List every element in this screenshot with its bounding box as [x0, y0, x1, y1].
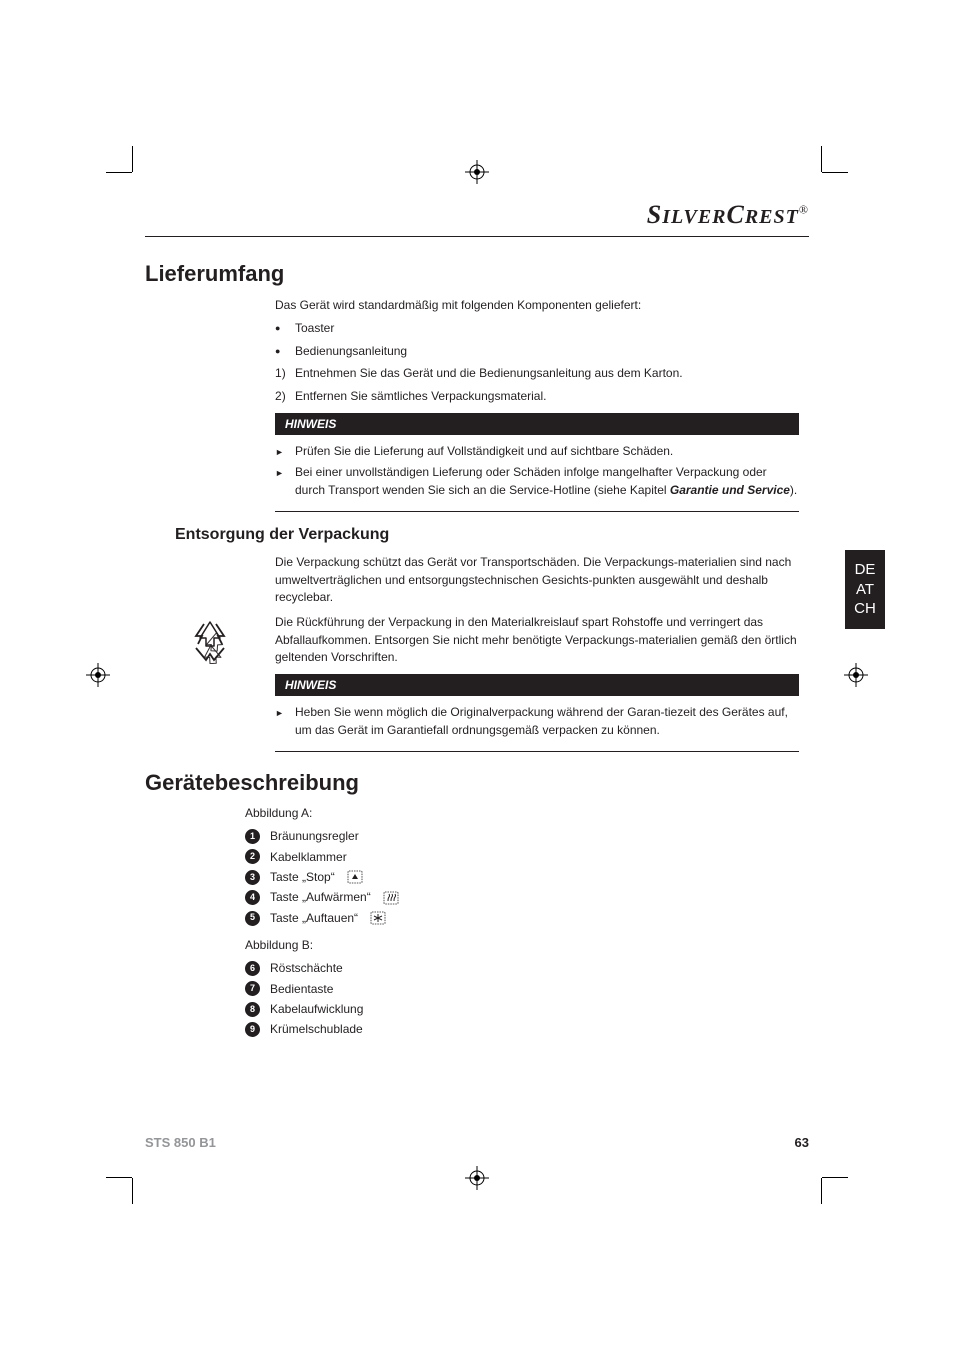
part-number: 8	[245, 1002, 260, 1017]
body-text: Die Verpackung schützt das Gerät vor Tra…	[275, 554, 799, 606]
recycle-row: Die Rückführung der Verpackung in den Ma…	[145, 614, 809, 666]
list-item: 4 Taste „Aufwärmen“	[245, 887, 809, 907]
part-label: Bedientaste	[270, 979, 333, 999]
list-item: 5 Taste „Auftauen“	[245, 908, 809, 928]
hinweis-box: HINWEIS Prüfen Sie die Lieferung auf Vol…	[275, 413, 799, 512]
list-item: 7 Bedientaste	[245, 979, 809, 999]
entsorgung-para1: Die Verpackung schützt das Gerät vor Tra…	[275, 554, 799, 606]
list-item: Entnehmen Sie das Gerät und die Bedienun…	[275, 365, 799, 382]
part-number: 2	[245, 849, 260, 864]
registration-mark-icon	[465, 160, 489, 184]
part-label: Bräunungsregler	[270, 826, 359, 846]
part-label: Kabelklammer	[270, 847, 347, 867]
part-label: Röstschächte	[270, 958, 343, 978]
crop-mark	[822, 1177, 848, 1178]
model-label: STS 850 B1	[145, 1135, 216, 1150]
part-label: Taste „Auftauen“	[270, 908, 358, 928]
part-label: Kabelaufwicklung	[270, 999, 363, 1019]
heading-lieferumfang: Lieferumfang	[145, 261, 809, 287]
registration-mark-icon	[86, 663, 110, 687]
crop-mark	[821, 146, 822, 172]
component-list: Toaster Bedienungsanleitung	[275, 320, 799, 360]
part-number: 3	[245, 870, 260, 885]
list-item: Bedienungsanleitung	[275, 343, 799, 360]
crop-mark	[106, 1177, 132, 1178]
part-number: 9	[245, 1022, 260, 1037]
part-number: 5	[245, 911, 260, 926]
parts-list-b: 6 Röstschächte 7 Bedientaste 8 Kabelaufwick…	[245, 958, 809, 1040]
page-content: SILVERCREST® DE AT CH Lieferumfang Das G…	[145, 200, 809, 1150]
registered-mark: ®	[799, 202, 809, 216]
hinweis-header: HINWEIS	[275, 413, 799, 435]
hinweis-item: Prüfen Sie die Lieferung auf Vollständig…	[275, 443, 799, 460]
step-list: Entnehmen Sie das Gerät und die Bedienun…	[275, 365, 799, 405]
abbildung-a-label: Abbildung A:	[245, 806, 809, 820]
lang-de: DE	[845, 560, 885, 580]
header-rule	[145, 236, 809, 237]
list-item: 2 Kabelklammer	[245, 847, 809, 867]
part-label: Krümelschublade	[270, 1019, 363, 1039]
list-item: Toaster	[275, 320, 799, 337]
crop-mark	[132, 146, 133, 172]
body-text: Die Rückführung der Verpackung in den Ma…	[275, 614, 799, 666]
lang-ch: CH	[845, 599, 885, 619]
hinweis-body: Heben Sie wenn möglich die Originalverpa…	[275, 696, 799, 752]
part-label: Taste „Stop“	[270, 867, 335, 887]
part-label: Taste „Aufwärmen“	[270, 887, 371, 907]
list-item: 3 Taste „Stop“	[245, 867, 809, 887]
registration-mark-icon	[844, 663, 868, 687]
recycle-text: Die Rückführung der Verpackung in den Ma…	[275, 614, 799, 666]
crop-mark	[106, 172, 132, 173]
language-tab: DE AT CH	[845, 550, 885, 629]
list-item: 6 Röstschächte	[245, 958, 809, 978]
crop-mark	[821, 1178, 822, 1204]
recycle-icon	[145, 614, 275, 666]
list-item: 1 Bräunungsregler	[245, 826, 809, 846]
hinweis-item: Bei einer unvollständigen Lieferung oder…	[275, 464, 799, 499]
heading-geraetebeschreibung: Gerätebeschreibung	[145, 770, 809, 796]
defrost-icon	[370, 911, 386, 925]
hinweis-body: Prüfen Sie die Lieferung auf Vollständig…	[275, 435, 799, 512]
list-item: Entfernen Sie sämtliches Verpackungsmate…	[275, 388, 799, 405]
part-number: 4	[245, 890, 260, 905]
part-number: 6	[245, 961, 260, 976]
part-number: 1	[245, 829, 260, 844]
hinweis-header: HINWEIS	[275, 674, 799, 696]
heading-entsorgung: Entsorgung der Verpackung	[175, 526, 809, 544]
reheat-icon	[383, 891, 399, 905]
parts-list-a: 1 Bräunungsregler 2 Kabelklammer 3 Taste „S…	[245, 826, 809, 928]
registration-mark-icon	[465, 1166, 489, 1190]
brand-logo: SILVERCREST®	[145, 200, 809, 230]
intro-text: Das Gerät wird standardmäßig mit folgend…	[275, 297, 799, 314]
crop-mark	[822, 172, 848, 173]
crop-mark	[132, 1178, 133, 1204]
abbildung-b-label: Abbildung B:	[245, 938, 809, 952]
part-number: 7	[245, 981, 260, 996]
hinweis-box: HINWEIS Heben Sie wenn möglich die Origi…	[275, 674, 799, 752]
list-item: 9 Krümelschublade	[245, 1019, 809, 1039]
page-footer: STS 850 B1 63	[145, 1135, 809, 1150]
hinweis-item: Heben Sie wenn möglich die Originalverpa…	[275, 704, 799, 739]
stop-icon	[347, 870, 363, 884]
lang-at: AT	[845, 580, 885, 600]
page-number: 63	[795, 1135, 809, 1150]
lieferumfang-body: Das Gerät wird standardmäßig mit folgend…	[275, 297, 799, 405]
list-item: 8 Kabelaufwicklung	[245, 999, 809, 1019]
